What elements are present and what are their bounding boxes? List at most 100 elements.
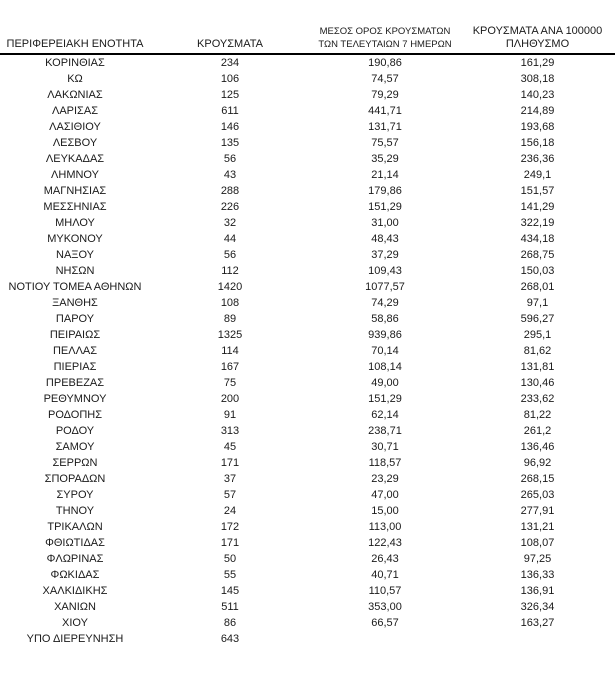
table-row: ΡΟΔΟΠΗΣ 91 62,14 81,22 — [0, 407, 615, 423]
region-name-cell: ΜΥΚΟΝΟΥ — [47, 233, 103, 245]
col-header-avg-7day: ΜΕΣΟΣ ΟΡΟΣ ΚΡΟΥΣΜΑΤΩΝ ΤΩΝ ΤΕΛΕΥΤΑΙΩΝ 7 Η… — [310, 23, 460, 55]
table-row: ΠΑΡΟΥ 89 58,86 596,27 — [0, 311, 615, 327]
region-name-cell: ΜΕΣΣΗΝΙΑΣ — [43, 201, 107, 213]
cases-cell: 643 — [220, 633, 240, 645]
region-name-cell: ΛΗΜΝΟΥ — [51, 169, 99, 181]
col-header-avg-7day-line1: ΜΕΣΟΣ ΟΡΟΣ ΚΡΟΥΣΜΑΤΩΝ — [319, 26, 451, 37]
table-row: ΛΑΚΩΝΙΑΣ 125 79,29 140,23 — [0, 87, 615, 103]
avg-7day-cell: 48,43 — [371, 233, 399, 245]
avg-7day-cell: 62,14 — [371, 409, 399, 421]
region-name-cell: ΥΠΟ ΔΙΕΡΕΥΝΗΣΗ — [26, 633, 124, 645]
cases-cell: 172 — [220, 521, 240, 533]
avg-7day-cell: 79,29 — [371, 89, 399, 101]
per-100k-cell: 151,57 — [520, 185, 555, 197]
cases-cell: 57 — [223, 489, 237, 501]
table-row: ΣΕΡΡΩΝ 171 118,57 96,92 — [0, 455, 615, 471]
cases-cell: 171 — [220, 537, 240, 549]
table-row: ΠΕΛΛΑΣ 114 70,14 81,62 — [0, 343, 615, 359]
cases-cell: 611 — [221, 105, 239, 117]
avg-7day-cell: 151,29 — [368, 393, 402, 405]
region-name-cell: ΤΡΙΚΑΛΩΝ — [47, 521, 103, 533]
per-100k-cell: 136,46 — [520, 441, 555, 453]
region-name-cell: ΝΗΣΩΝ — [55, 265, 95, 277]
table-row: ΛΑΡΙΣΑΣ 611 441,71 214,89 — [0, 103, 615, 119]
cases-cell: 313 — [220, 425, 240, 437]
table-row: ΥΠΟ ΔΙΕΡΕΥΝΗΣΗ 643 — [0, 631, 615, 647]
per-100k-cell: 81,22 — [523, 409, 552, 421]
table-row: ΣΑΜΟΥ 45 30,71 136,46 — [0, 439, 615, 455]
per-100k-cell: 236,36 — [520, 153, 555, 165]
cases-cell: 1325 — [217, 329, 243, 341]
region-name-cell: ΛΑΣΙΘΙΟΥ — [49, 121, 101, 133]
table-row: ΚΟΡΙΝΘΙΑΣ 234 190,86 161,29 — [0, 54, 615, 71]
avg-7day-cell: 23,29 — [371, 473, 399, 485]
region-name-cell: ΜΗΛΟΥ — [55, 217, 95, 229]
avg-7day-cell: 74,29 — [371, 297, 399, 309]
table-row: ΜΥΚΟΝΟΥ 44 48,43 434,18 — [0, 231, 615, 247]
region-name-cell: ΧΙΟΥ — [62, 617, 88, 629]
region-name-cell: ΣΑΜΟΥ — [55, 441, 95, 453]
cases-cell: 146 — [220, 121, 240, 133]
col-header-per-100k-line2: ΠΛΗΘΥΣΜΟ — [505, 38, 570, 50]
cases-cell: 200 — [220, 393, 240, 405]
region-name-cell: ΣΠΟΡΑΔΩΝ — [44, 473, 106, 485]
region-name-cell: ΠΕΙΡΑΙΩΣ — [49, 329, 101, 341]
region-name-cell: ΚΟΡΙΝΘΙΑΣ — [45, 57, 105, 69]
avg-7day-cell: 15,00 — [371, 505, 399, 517]
table-row: ΛΗΜΝΟΥ 43 21,14 249,1 — [0, 167, 615, 183]
per-100k-cell: 434,18 — [520, 233, 555, 245]
per-100k-cell: 81,62 — [523, 345, 552, 357]
cases-cell: 114 — [221, 345, 239, 357]
region-name-cell: ΝΑΞΟΥ — [56, 249, 94, 261]
table-row: ΠΕΙΡΑΙΩΣ 1325 939,86 295,1 — [0, 327, 615, 343]
avg-7day-cell: 122,43 — [368, 537, 402, 549]
per-100k-cell: 193,68 — [520, 121, 555, 133]
cases-cell: 112 — [221, 265, 239, 277]
per-100k-cell: 161,29 — [520, 57, 555, 69]
avg-7day-cell: 151,29 — [368, 201, 402, 213]
per-100k-cell: 233,62 — [520, 393, 555, 405]
cases-cell: 511 — [221, 601, 239, 613]
per-100k-cell: 97,25 — [523, 553, 552, 565]
cases-cell: 24 — [223, 505, 237, 517]
table-row: ΦΩΚΙΔΑΣ 55 40,71 136,33 — [0, 567, 615, 583]
avg-7day-cell — [310, 631, 460, 647]
cases-cell: 288 — [220, 185, 240, 197]
table-row: ΤΡΙΚΑΛΩΝ 172 113,00 131,21 — [0, 519, 615, 535]
cases-cell: 108 — [220, 297, 240, 309]
per-100k-cell: 141,29 — [520, 201, 555, 213]
avg-7day-cell: 108,14 — [368, 361, 402, 373]
cases-cell: 125 — [220, 89, 240, 101]
table-row: ΝΑΞΟΥ 56 37,29 268,75 — [0, 247, 615, 263]
per-100k-cell: 136,33 — [520, 569, 555, 581]
avg-7day-cell: 238,71 — [368, 425, 402, 437]
table-row: ΡΕΘΥΜΝΟΥ 200 151,29 233,62 — [0, 391, 615, 407]
cases-cell: 234 — [220, 57, 240, 69]
region-name-cell: ΛΑΡΙΣΑΣ — [51, 105, 98, 117]
region-name-cell: ΦΘΙΩΤΙΔΑΣ — [45, 537, 105, 549]
col-header-cases: ΚΡΟΥΣΜΑΤΑ — [150, 23, 310, 55]
per-100k-cell: 163,27 — [520, 617, 555, 629]
region-name-cell: ΛΑΚΩΝΙΑΣ — [47, 89, 103, 101]
table-row: ΧΑΝΙΩΝ 511 353,00 326,34 — [0, 599, 615, 615]
per-100k-cell: 140,23 — [520, 89, 555, 101]
region-name-cell: ΡΟΔΟΥ — [55, 425, 95, 437]
header-row: ΠΕΡΙΦΕΡΕΙΑΚΗ ΕΝΟΤΗΤΑ ΚΡΟΥΣΜΑΤΑ ΜΕΣΟΣ ΟΡΟ… — [0, 23, 615, 55]
cases-cell: 91 — [223, 409, 237, 421]
avg-7day-cell: 190,86 — [368, 57, 402, 69]
cases-cell: 145 — [220, 585, 240, 597]
table-row: ΝΗΣΩΝ 112 109,43 150,03 — [0, 263, 615, 279]
region-name-cell: ΛΕΣΒΟΥ — [52, 137, 98, 149]
avg-7day-cell: 30,71 — [371, 441, 399, 453]
per-100k-cell: 156,18 — [520, 137, 555, 149]
avg-7day-cell: 118,57 — [368, 457, 402, 469]
avg-7day-cell: 49,00 — [371, 377, 399, 389]
region-name-cell: ΚΩ — [67, 73, 83, 85]
regional-cases-table: ΠΕΡΙΦΕΡΕΙΑΚΗ ΕΝΟΤΗΤΑ ΚΡΟΥΣΜΑΤΑ ΜΕΣΟΣ ΟΡΟ… — [0, 23, 615, 647]
cases-cell: 37 — [223, 473, 237, 485]
avg-7day-cell: 113,00 — [368, 521, 402, 533]
per-100k-cell: 261,2 — [523, 425, 552, 437]
region-name-cell: ΤΗΝΟΥ — [55, 505, 95, 517]
avg-7day-cell: 70,14 — [371, 345, 399, 357]
region-name-cell: ΠΑΡΟΥ — [55, 313, 95, 325]
